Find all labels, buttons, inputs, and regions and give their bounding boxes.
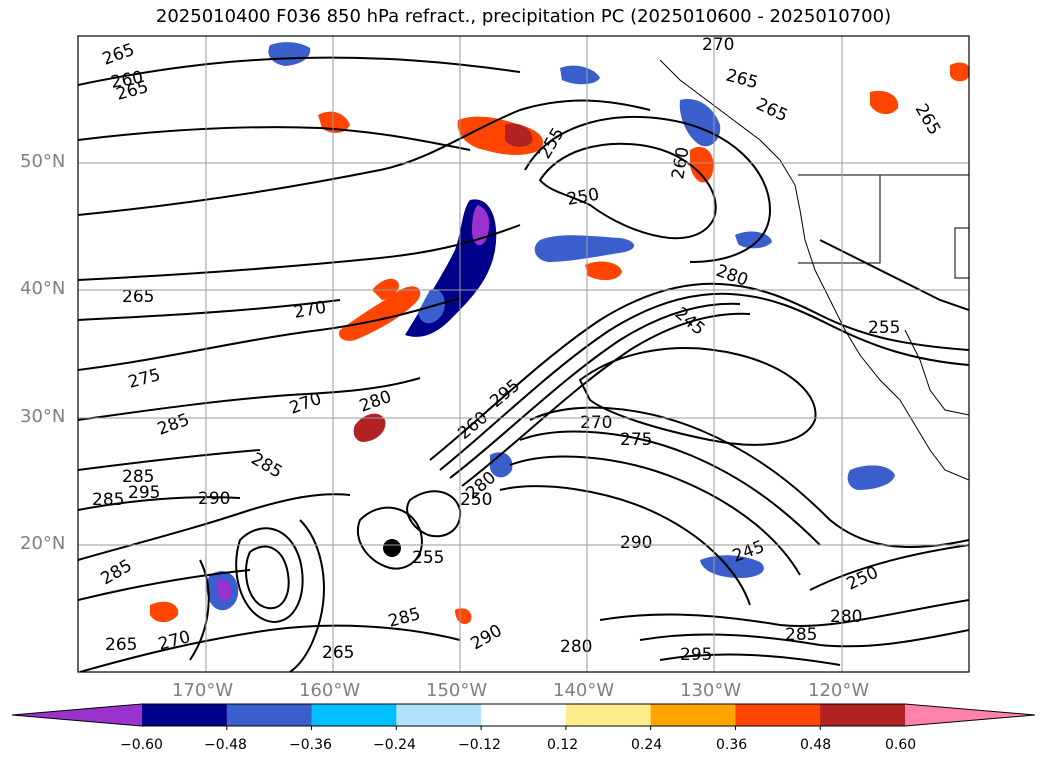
contour-label: 255	[868, 318, 900, 338]
contour-label: 255	[412, 548, 444, 568]
contour-label: 285	[122, 467, 154, 487]
colorbar	[11, 703, 1036, 730]
colorbar-segment	[820, 704, 906, 726]
colorbar-tick-label: −0.60	[120, 737, 163, 753]
colorbar-segment	[650, 704, 736, 726]
contour-label: 285	[785, 625, 817, 645]
colorbar-segment	[735, 704, 821, 726]
lon-label: 150°W	[426, 680, 488, 701]
map-title: 2025010400 F036 850 hPa refract., precip…	[155, 6, 892, 27]
contour-layer	[78, 56, 969, 672]
contour-label: 265	[322, 643, 354, 663]
colorbar-segment	[226, 704, 313, 726]
coastline-layer	[659, 59, 969, 481]
graticule	[78, 36, 969, 672]
lat-label: 30°N	[20, 406, 66, 427]
low-center-marker	[383, 539, 401, 557]
lon-label: 120°W	[808, 680, 870, 701]
colorbar-tick-label: −0.24	[373, 737, 416, 753]
colorbar-tick-label: 0.12	[547, 737, 579, 753]
contour-label: 280	[560, 637, 592, 657]
contour-label: 265	[122, 287, 154, 307]
colorbar-tick-label: 0.36	[716, 737, 748, 753]
contour-label: 290	[198, 489, 230, 509]
colorbar-outline	[11, 703, 1036, 727]
colorbar-segment	[311, 704, 397, 726]
contour-label: 265	[105, 635, 137, 655]
lat-label: 40°N	[20, 278, 66, 299]
colorbar-tick-label: −0.48	[204, 737, 247, 753]
contour-label: 295	[680, 645, 712, 665]
colorbar-segment	[396, 704, 482, 726]
contour-label: 290	[620, 533, 652, 553]
colorbar-tick-label: −0.36	[289, 737, 332, 753]
lat-label: 20°N	[20, 533, 66, 554]
colorbar-tick-label: 0.48	[800, 737, 832, 753]
contour-label: 295	[128, 483, 160, 503]
colorbar-segment	[481, 704, 567, 726]
contour-label: 270	[580, 413, 612, 433]
colorbar-extend-max	[905, 704, 1035, 726]
lon-label: 160°W	[299, 680, 361, 701]
lat-label: 50°N	[20, 151, 66, 172]
contour-label: 275	[620, 430, 652, 450]
precip-fill-layer	[150, 42, 969, 625]
colorbar-tick-label: 0.60	[885, 737, 917, 753]
lon-label: 170°W	[172, 680, 234, 701]
plot-frame	[77, 35, 970, 673]
colorbar-extend-min	[12, 704, 142, 726]
colorbar-segment	[142, 704, 228, 726]
lon-label: 130°W	[680, 680, 742, 701]
colorbar-segment	[565, 704, 652, 726]
contour-label: 285	[92, 490, 124, 510]
contour-label: 280	[830, 607, 862, 627]
colorbar-tick-label: −0.12	[458, 737, 501, 753]
lon-label: 140°W	[553, 680, 615, 701]
colorbar-tick-label: 0.24	[631, 737, 663, 753]
contour-label: 250	[460, 490, 492, 510]
contour-label: 270	[702, 35, 734, 55]
